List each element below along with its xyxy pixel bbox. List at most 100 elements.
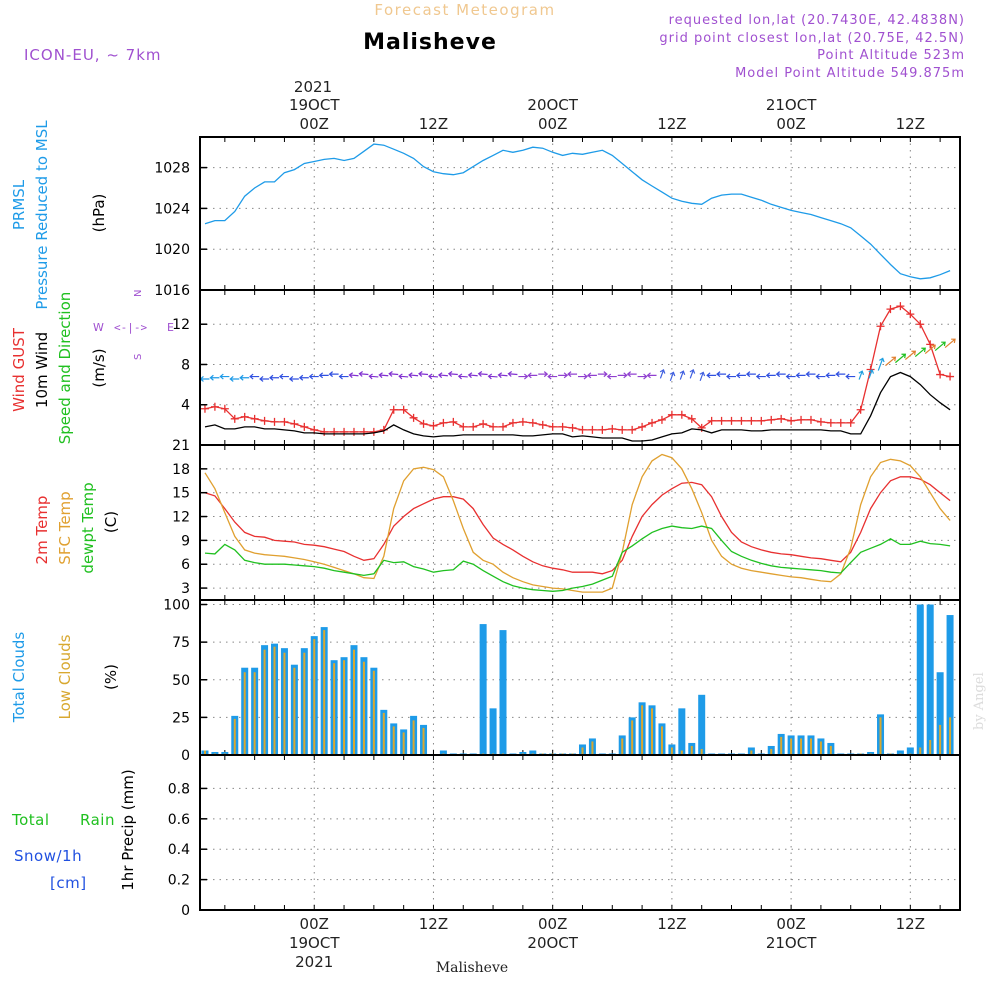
wind-direction-arrow <box>388 371 399 377</box>
gust-marker <box>518 417 527 426</box>
gust-marker <box>826 418 835 427</box>
gust-marker <box>727 416 736 425</box>
gust-marker <box>638 422 647 431</box>
wind-direction-arrow <box>408 372 419 379</box>
gust-marker <box>320 427 329 436</box>
y-tick-label: 12 <box>172 317 190 333</box>
low-cloud-bar <box>392 726 395 755</box>
total-cloud-bar <box>906 747 914 755</box>
total-cloud-bar <box>698 694 706 755</box>
wind-direction-arrow <box>338 373 349 380</box>
wind-direction-arrow <box>669 371 676 381</box>
gust-marker <box>757 416 766 425</box>
gust-marker <box>230 414 239 423</box>
series-wind-gust <box>204 305 951 433</box>
pressure-panel: 1016 1020 1024 1028 PRMSL Pressure Reduced … <box>10 120 961 310</box>
low-cloud-bar <box>819 741 822 755</box>
gust-marker <box>240 412 249 421</box>
low-cloud-bar <box>700 748 703 755</box>
bottom-hour-label: 00Z <box>776 915 805 933</box>
gust-marker <box>290 419 299 428</box>
wind-direction-arrow <box>348 372 359 379</box>
wind-direction-arrow <box>699 371 706 381</box>
gust-marker <box>558 422 567 431</box>
temp-label-sfc: SFC Temp <box>56 491 74 564</box>
low-cloud-bar <box>352 649 355 755</box>
wind-direction-arrow <box>279 373 289 380</box>
wind-direction-arrow <box>437 372 448 379</box>
y-tick-label: 8 <box>181 357 190 373</box>
low-cloud-bar <box>790 738 793 755</box>
low-cloud-bar <box>362 661 365 755</box>
wind-direction-arrow <box>558 372 569 379</box>
gust-marker <box>707 416 716 425</box>
wind-direction-arrow <box>457 373 468 380</box>
wind-direction-arrow <box>487 373 498 380</box>
total-cloud-bar <box>946 615 954 755</box>
gust-marker <box>767 415 776 424</box>
low-cloud-bar <box>631 720 634 755</box>
bottom-year-label: 2021 <box>295 953 333 971</box>
precip-panel: 0 0.2 0.4 0.6 0.8 Total Rain Snow/1h [cm] 1h… <box>11 754 961 919</box>
temp-label-dewpt: dewpt Temp <box>79 482 97 573</box>
top-date-label: 19OCT <box>289 96 340 114</box>
gust-marker <box>936 370 945 379</box>
precip-label-cm: [cm] <box>50 874 87 892</box>
wind-direction-arrow <box>944 338 956 348</box>
top-hour-label: 00Z <box>538 115 567 133</box>
low-cloud-bar <box>412 720 415 755</box>
gust-marker <box>896 302 905 311</box>
y-tick-label: 6 <box>181 557 190 573</box>
gust-marker <box>548 422 557 431</box>
credit-watermark: by Angel <box>972 672 987 730</box>
pressure-label-desc: Pressure Reduced to MSL <box>33 120 51 310</box>
top-hour-label: 00Z <box>300 115 329 133</box>
total-cloud-bar <box>916 604 924 755</box>
bottom-date-label: 19OCT <box>289 934 340 952</box>
y-tick-label: 18 <box>172 462 190 478</box>
low-cloud-bar <box>333 663 336 755</box>
wind-direction-arrow <box>689 369 696 379</box>
wind-direction-arrow <box>199 376 210 382</box>
temp-unit: (C) <box>102 511 120 533</box>
wind-direction-arrow <box>726 373 737 380</box>
gust-marker <box>598 425 607 434</box>
wind-direction-arrow <box>606 373 617 380</box>
low-cloud-bar <box>293 667 296 755</box>
gust-marker <box>250 414 259 423</box>
wind-direction-arrow <box>418 371 429 377</box>
series-2m-temp <box>204 476 951 575</box>
wind-direction-arrow <box>755 373 766 380</box>
wind-direction-arrow <box>785 373 796 380</box>
total-cloud-bar <box>678 708 686 755</box>
precip-label-snow: Snow/1h <box>14 847 82 865</box>
gust-marker <box>449 417 458 426</box>
wind-unit: (m/s) <box>90 348 108 387</box>
low-cloud-bar <box>313 639 316 755</box>
wind-direction-arrow <box>538 371 549 378</box>
meteogram-subtitle: Forecast Meteogram <box>374 1 555 19</box>
gust-marker <box>608 424 617 433</box>
y-tick-label: 100 <box>163 598 190 614</box>
low-cloud-bar <box>641 705 644 755</box>
wind-label-10m: 10m Wind <box>33 332 51 408</box>
gust-marker <box>797 415 806 424</box>
wind-direction-arrow <box>507 371 518 377</box>
wind-direction-arrow <box>637 373 648 380</box>
footer-location: Malisheve <box>436 960 508 976</box>
y-tick-label: 75 <box>172 635 190 651</box>
gust-marker <box>499 422 508 431</box>
wind-direction-arrow <box>617 372 628 379</box>
wind-direction-arrow <box>679 370 686 380</box>
wind-direction-arrow <box>288 376 299 382</box>
wind-direction-arrow <box>706 372 717 379</box>
wind-direction-arrow <box>646 372 657 379</box>
gust-marker <box>479 419 488 428</box>
gust-marker <box>866 365 875 374</box>
wind-direction-arrow <box>914 347 926 358</box>
gust-marker <box>886 305 895 314</box>
y-tick-label: 0.4 <box>168 842 190 858</box>
gust-marker <box>429 421 438 430</box>
